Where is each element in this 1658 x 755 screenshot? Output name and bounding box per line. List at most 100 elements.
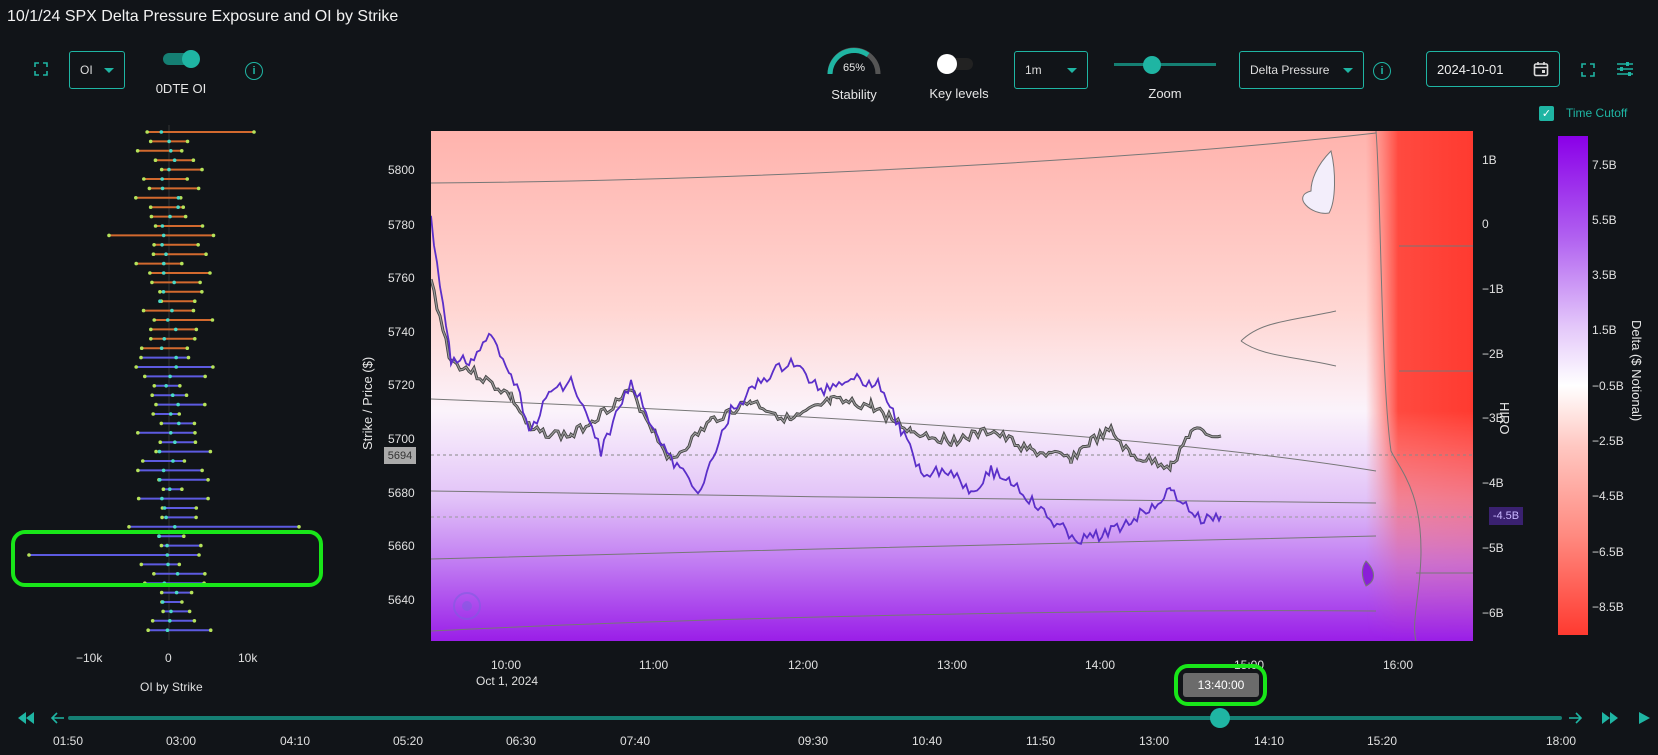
oi-dot xyxy=(160,224,165,228)
colorbar-tick: −8.5B xyxy=(1592,600,1624,614)
calendar-icon[interactable] xyxy=(1533,61,1549,77)
oi-dot xyxy=(136,496,141,501)
hiro-label: HIRO xyxy=(1497,402,1512,435)
settings-sliders-icon[interactable] xyxy=(1616,60,1634,78)
date-input[interactable]: 2024-10-01 xyxy=(1426,51,1560,87)
info-icon[interactable]: i xyxy=(1373,62,1391,80)
oi-dot xyxy=(157,478,162,482)
timeline-tick: 10:40 xyxy=(912,734,943,748)
oi-dot xyxy=(167,619,172,623)
date-value: 2024-10-01 xyxy=(1437,61,1504,77)
expand-left-icon[interactable] xyxy=(32,60,50,78)
interval-select[interactable]: 1m xyxy=(1014,51,1088,89)
oi-dot xyxy=(168,412,173,416)
oi-select[interactable]: OI xyxy=(69,51,125,89)
oi-dot xyxy=(165,553,170,557)
zoom-label: Zoom xyxy=(1148,86,1182,101)
oi-dot xyxy=(208,271,212,275)
arrow-left-icon[interactable] xyxy=(48,708,68,728)
timeline-tick: 18:00 xyxy=(1546,734,1577,748)
time-cutoff-label: Time Cutoff xyxy=(1566,106,1628,120)
timeline-tick: 04:10 xyxy=(280,734,311,748)
rewind-icon[interactable] xyxy=(16,708,36,728)
oi-highlight-box xyxy=(11,530,323,587)
oi-dot xyxy=(148,271,152,275)
info-icon[interactable]: i xyxy=(245,62,263,80)
date-label: Oct 1, 2024 xyxy=(476,674,539,688)
timeline-thumb[interactable] xyxy=(1210,708,1230,728)
oi-dot xyxy=(210,318,215,322)
oi-dot xyxy=(177,421,181,426)
timeline-tick: 14:10 xyxy=(1254,734,1285,748)
hiro-tick: −1B xyxy=(1482,282,1504,296)
oi-dot xyxy=(169,609,173,614)
heatmap-area[interactable] xyxy=(431,131,1473,641)
oi-dot xyxy=(203,572,207,576)
colorbar-tick: −4.5B xyxy=(1592,489,1624,503)
oi-dot xyxy=(177,562,182,567)
mode-select[interactable]: Delta Pressure xyxy=(1239,51,1364,89)
expand-right-icon[interactable] xyxy=(1580,62,1596,78)
oi-dot xyxy=(179,149,184,153)
oi-dot xyxy=(176,402,180,407)
hiro-tick: −3B xyxy=(1482,411,1504,425)
oi-dot xyxy=(176,205,180,209)
fast-forward-icon[interactable] xyxy=(1600,708,1620,728)
time-cutoff-checkbox[interactable]: ✓ xyxy=(1539,106,1554,121)
oi-dot xyxy=(165,318,170,322)
colorbar-tick: 5.5B xyxy=(1592,213,1617,227)
arrow-right-icon[interactable] xyxy=(1565,708,1585,728)
oi-dot xyxy=(164,384,168,388)
oi-dot xyxy=(165,543,169,548)
y-tick: 5680 xyxy=(388,486,415,500)
play-icon[interactable] xyxy=(1634,708,1654,728)
oi-dot xyxy=(140,459,145,463)
oi-dot xyxy=(194,515,198,520)
oi-dot xyxy=(157,449,162,454)
oi-dot xyxy=(158,440,163,445)
oi-dot xyxy=(185,346,190,350)
y-tick: 5780 xyxy=(388,218,415,232)
dte-toggle[interactable] xyxy=(163,50,201,68)
oi-dot xyxy=(164,252,168,256)
oi-dot xyxy=(170,308,174,313)
timeline-tick: 11:50 xyxy=(1026,734,1056,748)
oi-dot xyxy=(211,233,216,238)
oi-dot xyxy=(159,590,164,595)
interval-select-value: 1m xyxy=(1025,63,1042,77)
oi-select-value: OI xyxy=(80,63,93,77)
oi-dot xyxy=(173,440,177,445)
oi-dot xyxy=(153,158,158,162)
oi-dot xyxy=(194,327,199,332)
oi-dot xyxy=(200,290,204,294)
mode-select-value: Delta Pressure xyxy=(1250,63,1330,77)
oi-dot xyxy=(192,299,197,303)
oi-dot xyxy=(179,261,184,266)
oi-dot xyxy=(187,609,192,614)
oi-dot xyxy=(127,525,131,529)
oi-dot xyxy=(183,214,188,219)
oi-dot xyxy=(180,600,184,604)
watermark-logo-icon xyxy=(453,592,481,620)
price-marker: 5694 xyxy=(384,447,416,464)
zoom-slider[interactable] xyxy=(1114,55,1216,75)
oi-dot xyxy=(142,374,147,379)
main-y-label: Strike / Price ($) xyxy=(360,356,375,450)
hiro-tick: −2B xyxy=(1482,347,1504,361)
oi-dot xyxy=(145,130,149,134)
oi-dot xyxy=(174,365,179,369)
timeline-tick: 07:40 xyxy=(620,734,651,748)
y-tick: 5700 xyxy=(388,432,415,446)
oi-dot xyxy=(158,290,162,294)
oi-dot xyxy=(160,496,164,501)
colorbar-tick: −2.5B xyxy=(1592,434,1624,448)
timeline-track[interactable] xyxy=(68,716,1562,720)
oi-dot xyxy=(139,355,143,360)
key-levels-toggle[interactable] xyxy=(937,54,977,74)
oi-dot xyxy=(168,374,172,379)
y-tick: 5640 xyxy=(388,593,415,607)
hiro-tick: 0 xyxy=(1482,217,1489,231)
oi-dot xyxy=(252,130,256,134)
oi-dot xyxy=(175,572,180,576)
oi-dot xyxy=(185,139,190,144)
